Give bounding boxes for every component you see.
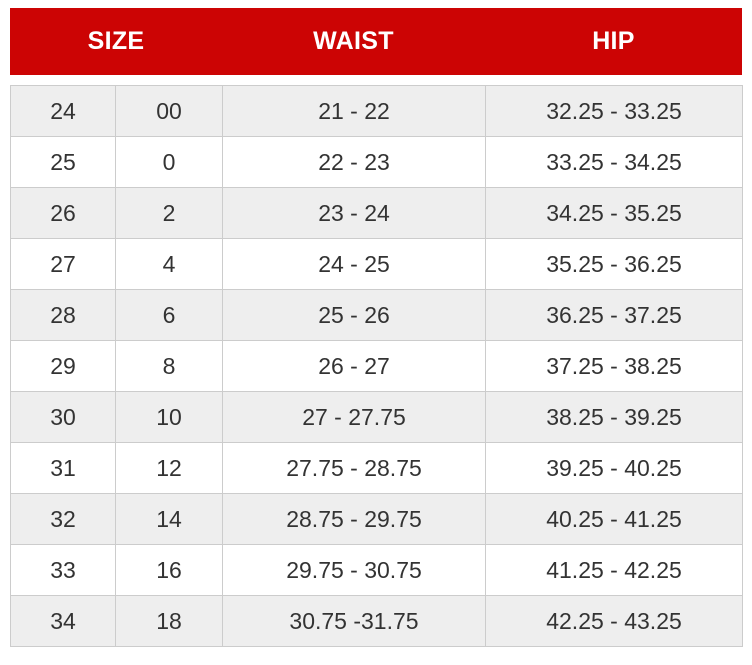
cell-size-numeric: 29 (10, 340, 116, 392)
cell-waist-range: 30.75 -31.75 (222, 595, 486, 647)
cell-hip-range: 35.25 - 36.25 (485, 238, 743, 290)
cell-size-us: 2 (115, 187, 223, 239)
cell-hip-range: 37.25 - 38.25 (485, 340, 743, 392)
table-row: 33 16 29.75 - 30.75 41.25 - 42.25 (10, 544, 743, 596)
cell-hip-range: 38.25 - 39.25 (485, 391, 743, 443)
cell-waist-range: 26 - 27 (222, 340, 486, 392)
cell-hip-range: 42.25 - 43.25 (485, 595, 743, 647)
column-header-hip: HIP (592, 27, 635, 55)
cell-hip-range: 33.25 - 34.25 (485, 136, 743, 188)
column-header-waist: WAIST (313, 27, 394, 55)
cell-size-us: 18 (115, 595, 223, 647)
cell-hip-range: 39.25 - 40.25 (485, 442, 743, 494)
cell-waist-range: 22 - 23 (222, 136, 486, 188)
cell-size-numeric: 30 (10, 391, 116, 443)
cell-size-numeric: 33 (10, 544, 116, 596)
cell-size-us: 10 (115, 391, 223, 443)
cell-size-numeric: 31 (10, 442, 116, 494)
cell-hip-range: 40.25 - 41.25 (485, 493, 743, 545)
cell-waist-range: 29.75 - 30.75 (222, 544, 486, 596)
cell-size-numeric: 34 (10, 595, 116, 647)
cell-size-us: 16 (115, 544, 223, 596)
cell-size-us: 12 (115, 442, 223, 494)
cell-size-numeric: 26 (10, 187, 116, 239)
table-row: 34 18 30.75 -31.75 42.25 - 43.25 (10, 595, 743, 647)
cell-waist-range: 21 - 22 (222, 85, 486, 137)
cell-waist-range: 23 - 24 (222, 187, 486, 239)
table-header-row: SIZE WAIST HIP (10, 8, 742, 75)
cell-size-numeric: 24 (10, 85, 116, 137)
cell-size-us: 00 (115, 85, 223, 137)
table-row: 32 14 28.75 - 29.75 40.25 - 41.25 (10, 493, 743, 545)
table-row: 31 12 27.75 - 28.75 39.25 - 40.25 (10, 442, 743, 494)
cell-hip-range: 32.25 - 33.25 (485, 85, 743, 137)
cell-hip-range: 34.25 - 35.25 (485, 187, 743, 239)
table-row: 26 2 23 - 24 34.25 - 35.25 (10, 187, 743, 239)
table-row: 24 00 21 - 22 32.25 - 33.25 (10, 85, 743, 137)
cell-size-numeric: 28 (10, 289, 116, 341)
size-chart: SIZE WAIST HIP 24 00 21 - 22 32.25 - 33.… (10, 8, 743, 647)
cell-size-numeric: 32 (10, 493, 116, 545)
cell-hip-range: 36.25 - 37.25 (485, 289, 743, 341)
cell-size-us: 14 (115, 493, 223, 545)
cell-waist-range: 27 - 27.75 (222, 391, 486, 443)
table-row: 29 8 26 - 27 37.25 - 38.25 (10, 340, 743, 392)
cell-hip-range: 41.25 - 42.25 (485, 544, 743, 596)
table-row: 25 0 22 - 23 33.25 - 34.25 (10, 136, 743, 188)
cell-size-us: 4 (115, 238, 223, 290)
cell-size-us: 6 (115, 289, 223, 341)
cell-size-numeric: 27 (10, 238, 116, 290)
cell-waist-range: 27.75 - 28.75 (222, 442, 486, 494)
table-row: 28 6 25 - 26 36.25 - 37.25 (10, 289, 743, 341)
cell-waist-range: 24 - 25 (222, 238, 486, 290)
size-chart-table: 24 00 21 - 22 32.25 - 33.25 25 0 22 - 23… (10, 85, 743, 647)
table-body: 24 00 21 - 22 32.25 - 33.25 25 0 22 - 23… (10, 85, 743, 647)
table-row: 30 10 27 - 27.75 38.25 - 39.25 (10, 391, 743, 443)
cell-size-numeric: 25 (10, 136, 116, 188)
cell-size-us: 0 (115, 136, 223, 188)
table-row: 27 4 24 - 25 35.25 - 36.25 (10, 238, 743, 290)
cell-size-us: 8 (115, 340, 223, 392)
cell-waist-range: 28.75 - 29.75 (222, 493, 486, 545)
column-header-size: SIZE (87, 27, 145, 55)
cell-waist-range: 25 - 26 (222, 289, 486, 341)
